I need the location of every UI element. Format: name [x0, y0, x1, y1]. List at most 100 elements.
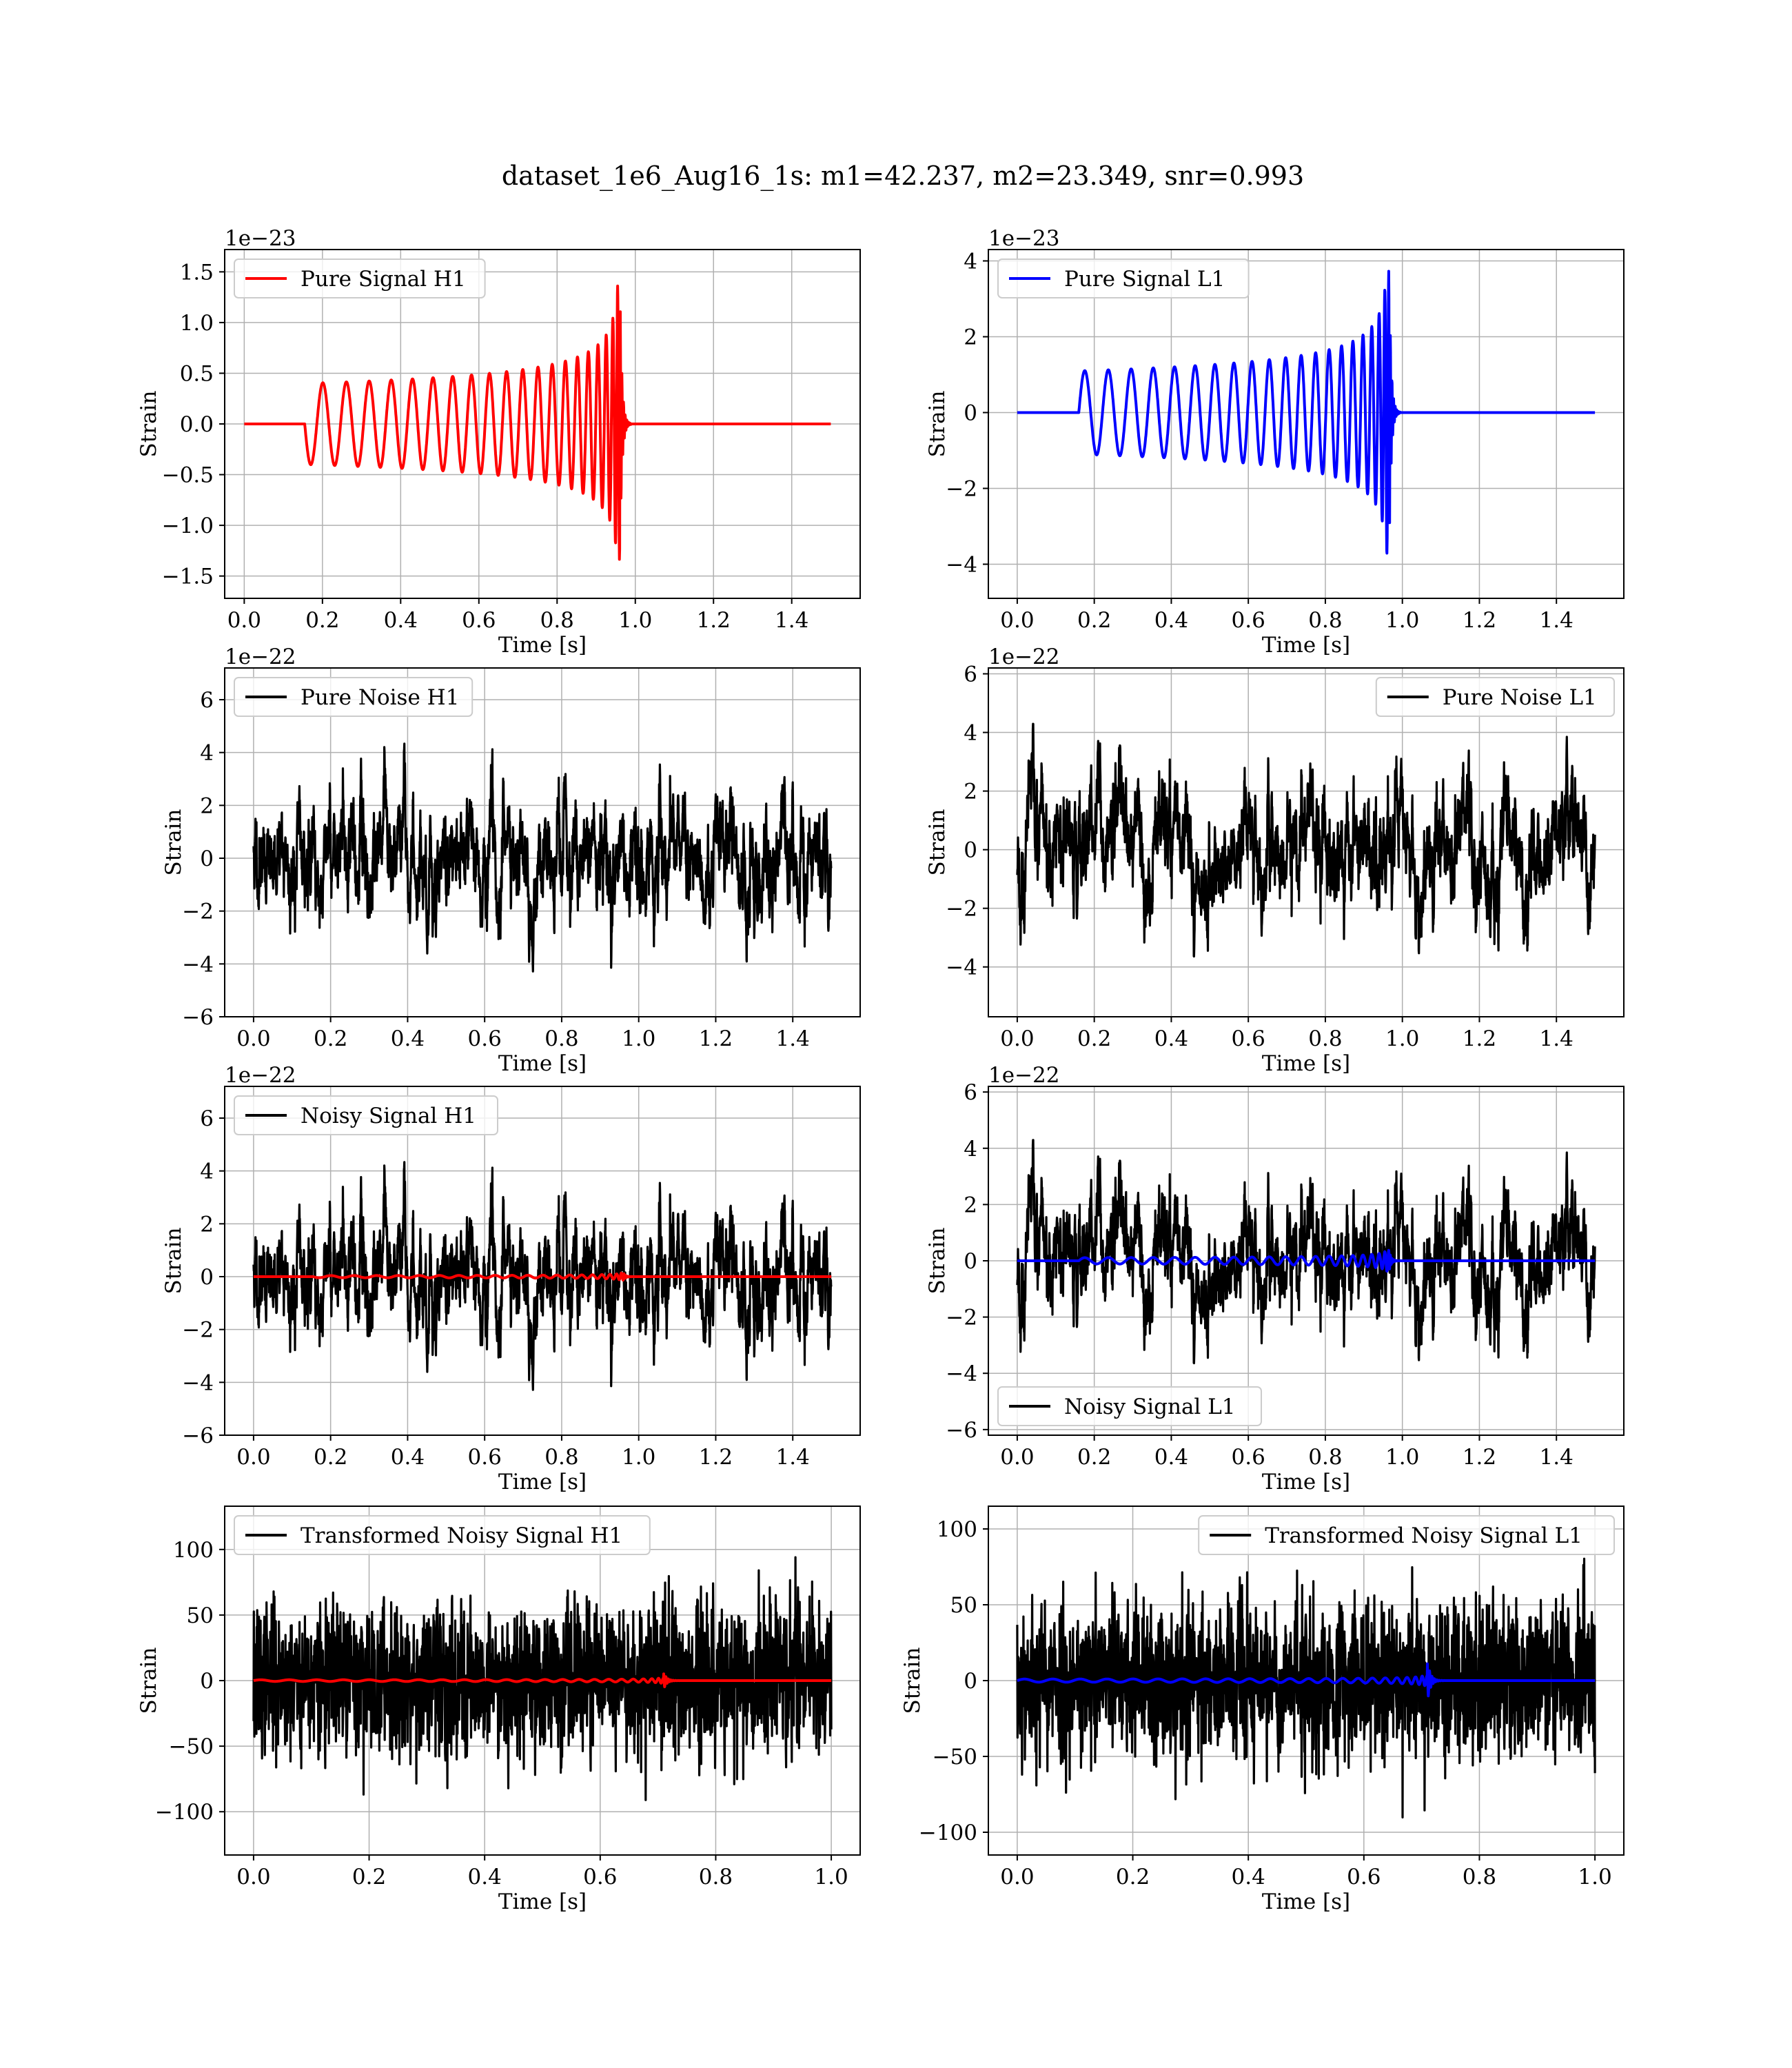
- y-tick-label: −4: [946, 553, 977, 578]
- y-axis: −100 −50 0 50 100: [919, 1517, 988, 1845]
- y-tick-label: −4: [946, 955, 977, 980]
- legend-label: Pure Signal L1: [1064, 267, 1225, 292]
- x-tick-label: 1.4: [775, 608, 808, 633]
- x-tick-label: 0.0: [236, 1026, 270, 1051]
- series-line-pure-signal-l1: [1016, 270, 1596, 555]
- x-axis: 0.0 0.2 0.4 0.6 0.8 1.0 1.2 1.4: [1000, 598, 1574, 633]
- y-tick-label: 6: [964, 1080, 977, 1105]
- legend-frame: [234, 677, 474, 717]
- y-offset-text: 1e−22: [988, 645, 1060, 669]
- x-tick-label: 1.0: [1385, 608, 1419, 633]
- legend: Pure Noise H1: [234, 677, 474, 717]
- legend-label: Pure Noise L1: [1443, 685, 1597, 710]
- y-tick-label: 6: [200, 688, 214, 713]
- y-tick-label: 4: [200, 741, 214, 766]
- legend-frame: [997, 1386, 1262, 1426]
- y-tick-label: 2: [200, 1212, 214, 1237]
- legend-frame: [234, 1095, 498, 1135]
- x-tick-label: 1.2: [697, 608, 731, 633]
- y-axis: −6 −4 −2 0 2 4 6: [946, 1080, 988, 1443]
- figure-title: dataset_1e6_Aug16_1s: m1=42.237, m2=23.3…: [502, 161, 1304, 192]
- series-line-transformed-noisy-signal-l1: [1016, 1557, 1596, 1818]
- x-axis-label: Time [s]: [498, 1051, 587, 1076]
- subplot-pure-signal-h1: 0.0 0.2 0.4 0.6 0.8 1.0 1.2 1.4 Time [s] −1.5 −1.0…: [136, 226, 861, 658]
- legend-label: Noisy Signal H1: [301, 1104, 476, 1128]
- y-tick-label: −4: [946, 1361, 977, 1386]
- axes-frame: [224, 1086, 861, 1436]
- series-group: [1016, 722, 1596, 958]
- x-tick-label: 0.8: [544, 1026, 578, 1051]
- x-tick-label: 0.6: [1232, 608, 1265, 633]
- y-tick-label: −2: [946, 897, 977, 922]
- y-axis-label: Strain: [136, 391, 161, 458]
- y-tick-label: −4: [182, 952, 214, 977]
- x-tick-label: 1.4: [1540, 1445, 1574, 1470]
- x-tick-label: 0.0: [1000, 1445, 1034, 1470]
- x-tick-label: 1.2: [1463, 1445, 1496, 1470]
- y-axis-label: Strain: [900, 1648, 925, 1714]
- subplot-pure-noise-h1: 0.0 0.2 0.4 0.6 0.8 1.0 1.2 1.4 Time [s] −6 −4 −2 0 2…: [161, 645, 861, 1076]
- y-offset-text: 1e−23: [988, 226, 1060, 251]
- x-tick-label: 1.4: [1540, 1026, 1574, 1051]
- legend-label: Transformed Noisy Signal H1: [301, 1523, 622, 1548]
- y-tick-label: −50: [169, 1734, 214, 1759]
- subplot-transformed-noisy-signal-h1: 0.0 0.2 0.4 0.6 0.8 1.0 Time [s] −100 −50 0 50 100 S…: [136, 1506, 861, 1914]
- x-tick-label: 1.2: [699, 1445, 733, 1470]
- y-tick-label: 1.0: [180, 311, 214, 336]
- x-tick-label: 0.4: [1154, 608, 1188, 633]
- y-tick-label: −6: [946, 1418, 977, 1443]
- y-tick-label: 100: [937, 1517, 977, 1542]
- y-axis: −4 −2 0 2 4 6: [946, 662, 988, 980]
- y-axis-label: Strain: [925, 809, 950, 876]
- legend-label: Transformed Noisy Signal L1: [1265, 1523, 1582, 1548]
- series-line-pure-signal-h1: [243, 284, 833, 561]
- series-line-pure-noise-h1: [252, 742, 833, 973]
- series-group: [252, 742, 833, 973]
- x-tick-label: 0.4: [1154, 1026, 1188, 1051]
- x-tick-label: 1.0: [618, 608, 652, 633]
- series-line-overlay-1: [1016, 1662, 1596, 1698]
- x-axis-label: Time [s]: [1262, 1470, 1350, 1494]
- y-axis-label: Strain: [925, 1228, 950, 1295]
- x-tick-label: 0.6: [1232, 1026, 1265, 1051]
- x-tick-label: 1.4: [1540, 608, 1574, 633]
- series-group: [243, 284, 833, 561]
- y-tick-label: 2: [964, 780, 977, 804]
- y-tick-label: −1.5: [162, 565, 214, 589]
- x-tick-label: 0.6: [1347, 1865, 1381, 1889]
- y-tick-label: 0.0: [180, 412, 214, 437]
- legend-label: Pure Noise H1: [301, 685, 459, 710]
- x-tick-label: 1.0: [814, 1865, 848, 1889]
- subplot-transformed-noisy-signal-l1: 0.0 0.2 0.4 0.6 0.8 1.0 Time [s] −100 −50 0 50 100 S…: [900, 1506, 1625, 1914]
- x-tick-label: 1.0: [1385, 1026, 1419, 1051]
- legend-frame: [1198, 1515, 1615, 1555]
- x-tick-label: 1.4: [776, 1445, 810, 1470]
- y-tick-label: −6: [182, 1423, 214, 1448]
- series-line-noisy-signal-l1: [1016, 1139, 1596, 1365]
- y-axis: −100 −50 0 50 100: [155, 1538, 225, 1825]
- subplot-noisy-signal-h1: 0.0 0.2 0.4 0.6 0.8 1.0 1.2 1.4 Time [s] −6 −4 −2 0 2…: [161, 1063, 861, 1494]
- x-tick-label: 0.6: [583, 1865, 617, 1889]
- x-tick-label: 0.0: [227, 608, 261, 633]
- y-offset-text: 1e−22: [225, 645, 296, 669]
- subplots-grid: 0.0 0.2 0.4 0.6 0.8 1.0 1.2 1.4 Time [s] −1.5 −1.0…: [136, 226, 1625, 1914]
- y-tick-label: 0: [200, 847, 214, 871]
- x-axis-label: Time [s]: [498, 1470, 587, 1494]
- x-tick-label: 1.2: [1463, 1026, 1496, 1051]
- x-tick-label: 0.8: [699, 1865, 733, 1889]
- y-axis-label: Strain: [925, 391, 950, 458]
- y-tick-label: 6: [200, 1106, 214, 1131]
- series-line-noisy-signal-h1: [252, 1161, 833, 1391]
- axes-frame: [224, 667, 861, 1017]
- legend: Pure Signal L1: [997, 258, 1250, 298]
- x-tick-label: 0.2: [1116, 1865, 1150, 1889]
- x-tick-label: 0.0: [236, 1865, 270, 1889]
- y-tick-label: −2: [182, 900, 214, 924]
- y-tick-label: 0: [964, 401, 977, 426]
- y-tick-label: −4: [182, 1370, 214, 1395]
- legend: Transformed Noisy Signal H1: [234, 1515, 651, 1555]
- x-tick-label: 0.4: [468, 1865, 502, 1889]
- legend-label: Pure Signal H1: [301, 267, 466, 292]
- x-tick-label: 0.8: [544, 1445, 578, 1470]
- x-tick-label: 0.0: [1000, 608, 1034, 633]
